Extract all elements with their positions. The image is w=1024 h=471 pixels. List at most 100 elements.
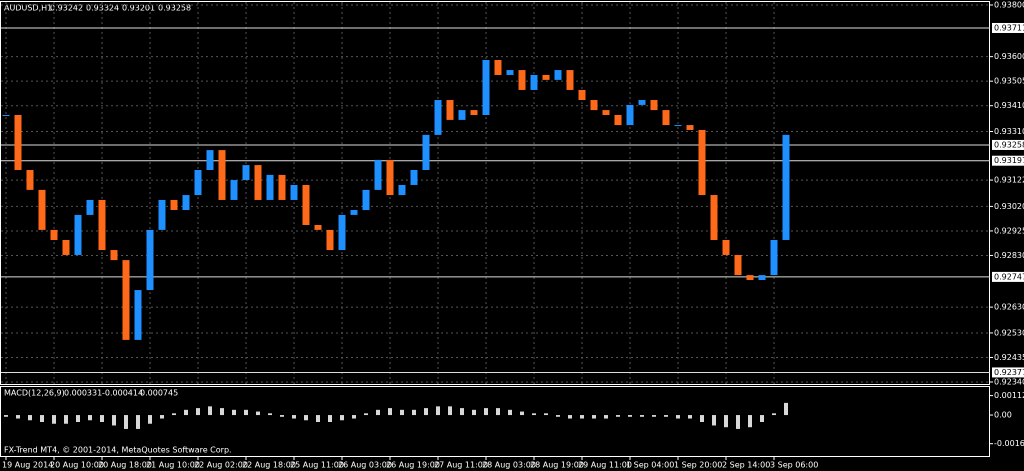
x-tick-label: 20 Aug 10:00 xyxy=(50,461,104,470)
histogram-bar xyxy=(352,415,356,419)
macd-panel xyxy=(0,386,990,457)
candle xyxy=(254,165,262,200)
x-tick-label: 19 Aug 2014 xyxy=(2,461,53,470)
candle xyxy=(470,110,478,116)
histogram-bar xyxy=(544,413,548,416)
histogram-bar xyxy=(652,415,656,417)
histogram-bar xyxy=(556,415,560,417)
histogram-bar xyxy=(4,415,8,417)
candle xyxy=(446,100,454,120)
histogram-bar xyxy=(388,408,392,416)
histogram-bar xyxy=(532,413,536,416)
histogram-bar xyxy=(256,411,260,416)
x-tick-label: 3 Sep 06:00 xyxy=(770,461,818,470)
level-tag xyxy=(992,271,1024,282)
candle xyxy=(722,239,730,255)
histogram-bar xyxy=(28,415,32,421)
candle xyxy=(710,195,718,240)
histogram-bar xyxy=(628,415,632,417)
candle xyxy=(494,60,502,75)
histogram-bar xyxy=(328,415,332,422)
candle xyxy=(218,150,226,200)
y-tick-label: -0.00165 xyxy=(994,439,1024,448)
candle xyxy=(362,189,370,211)
candle xyxy=(674,125,682,127)
candle xyxy=(650,100,658,111)
histogram-bar xyxy=(184,409,188,416)
candle xyxy=(506,70,514,75)
level-tag xyxy=(992,367,1024,378)
candle xyxy=(386,159,394,196)
histogram-bar xyxy=(280,415,284,417)
y-tick-label: 0.92340 xyxy=(994,378,1024,387)
histogram-bar xyxy=(220,408,224,416)
candle xyxy=(578,89,586,101)
histogram-bar xyxy=(76,415,80,422)
candle xyxy=(482,60,490,116)
candle xyxy=(98,199,106,251)
histogram-bar xyxy=(616,415,620,417)
histogram-bar xyxy=(304,415,308,421)
candle xyxy=(170,199,178,211)
histogram-bar xyxy=(148,415,152,424)
histogram-bar xyxy=(172,413,176,416)
histogram-bar xyxy=(448,406,452,416)
candle xyxy=(278,174,286,200)
candle xyxy=(110,250,118,261)
y-tick-label: 0.92925 xyxy=(994,226,1024,235)
candle xyxy=(302,184,310,226)
histogram-bar xyxy=(400,409,404,416)
x-tick-label: 28 Aug 03:00 xyxy=(482,461,536,470)
macd-title: MACD(12,26,9) xyxy=(4,389,65,398)
main-panel xyxy=(0,1,990,385)
histogram-bar xyxy=(100,415,104,422)
histogram-bar xyxy=(364,413,368,416)
candle xyxy=(194,170,202,196)
candle xyxy=(590,100,598,111)
candle xyxy=(530,74,538,90)
x-tick-label: 25 Aug 11:00 xyxy=(290,461,344,470)
y-tick-label: 0.93310 xyxy=(994,127,1024,136)
x-tick-label: 22 Aug 18:00 xyxy=(242,461,296,470)
candle xyxy=(542,74,550,80)
histogram-bar xyxy=(760,415,764,422)
macd-value: 0.000745 xyxy=(140,389,178,398)
x-tick-label: 2 Sep 14:00 xyxy=(722,461,770,470)
histogram-bar xyxy=(700,415,704,422)
candle xyxy=(662,110,670,126)
candle xyxy=(2,115,10,117)
histogram-bar xyxy=(604,415,608,419)
histogram-bar xyxy=(664,415,668,417)
histogram-bar xyxy=(748,415,752,428)
level-tag xyxy=(992,155,1024,166)
candle xyxy=(62,239,70,255)
candle xyxy=(314,225,322,230)
candle xyxy=(242,165,250,181)
histogram-bar xyxy=(712,415,716,426)
histogram-bar xyxy=(772,413,776,416)
y-tick-label: 0.92435 xyxy=(994,353,1024,362)
y-tick-label: 0.93800 xyxy=(994,1,1024,10)
histogram-bar xyxy=(460,408,464,416)
histogram-bar xyxy=(316,415,320,422)
x-tick-label: 1 Sep 20:00 xyxy=(674,461,722,470)
candle xyxy=(290,184,298,200)
y-tick-label: 0.92830 xyxy=(994,251,1024,260)
y-tick-label: 0.93122 xyxy=(994,176,1024,185)
candle xyxy=(422,134,430,171)
level-tag xyxy=(992,22,1024,33)
level-label: 0.93258 xyxy=(994,140,1024,149)
candle xyxy=(122,260,130,340)
level-label: 0.93197 xyxy=(994,156,1024,165)
histogram-bar xyxy=(436,406,440,416)
histogram-bar xyxy=(496,408,500,416)
x-tick-label: 22 Aug 02:00 xyxy=(194,461,248,470)
histogram-bar xyxy=(16,415,20,419)
candle xyxy=(614,115,622,126)
candle xyxy=(338,214,346,251)
chart-title: AUDUSD,H1 xyxy=(4,4,52,13)
histogram-bar xyxy=(124,415,128,429)
histogram-bar xyxy=(724,415,728,428)
histogram-bar xyxy=(88,415,92,421)
